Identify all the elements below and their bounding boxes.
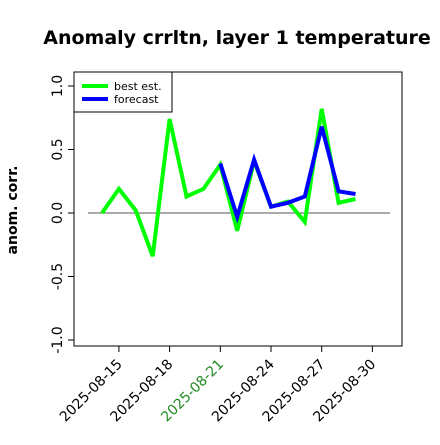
y-tick-label: 0.5 (50, 138, 66, 160)
y-axis: -1.0 -0.5 0.0 0.5 1.0 (50, 75, 74, 354)
series-layer (100, 108, 356, 257)
legend-label-best-est: best est. (114, 80, 162, 93)
y-axis-label: anom. corr. (5, 166, 21, 255)
legend: best est.forecast (73, 71, 173, 113)
y-tick-label: 1.0 (50, 75, 66, 97)
chart-title: Anomaly crrltn, layer 1 temperature (43, 27, 431, 49)
x-axis: 2025-08-152025-08-182025-08-212025-08-24… (57, 346, 379, 425)
legend-label-forecast: forecast (114, 93, 159, 106)
series-line-best-est (100, 108, 356, 257)
y-tick-label: 0.0 (50, 202, 66, 224)
plot-frame (73, 71, 403, 347)
series-line-forecast (218, 126, 356, 224)
y-tick-label: -0.5 (50, 263, 66, 290)
legend-box (73, 71, 173, 113)
y-tick-label: -1.0 (50, 326, 66, 353)
